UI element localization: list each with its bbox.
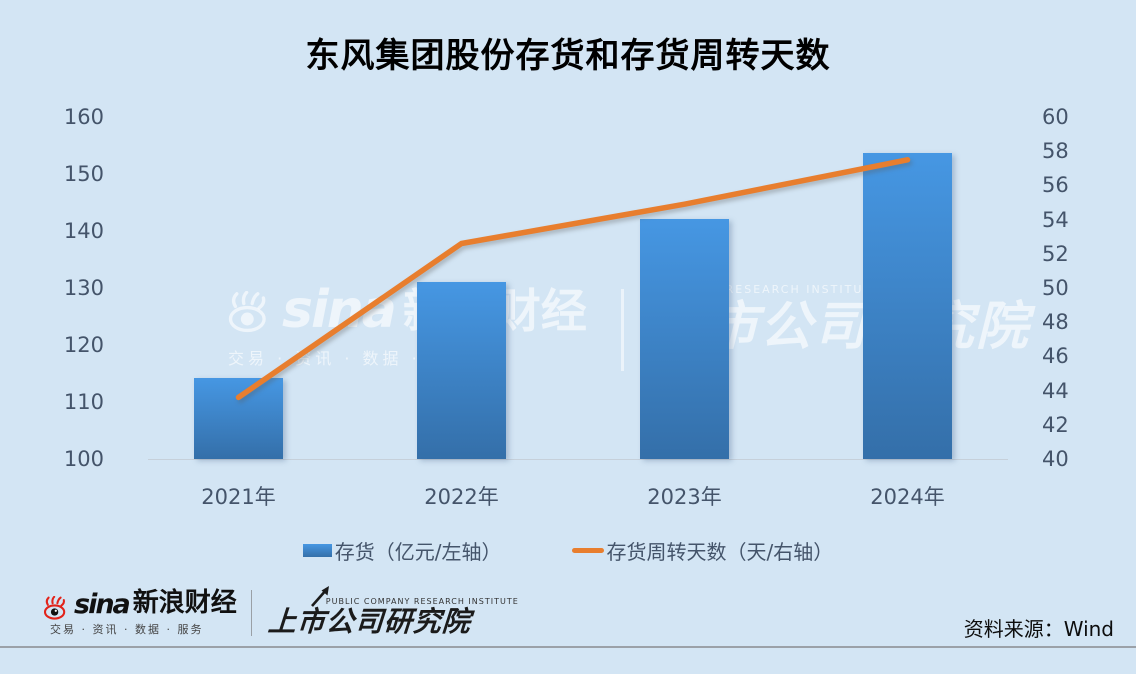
inventory-bar-2022年 <box>417 282 506 459</box>
sina-finance-logo: sina 新浪财经 交易 · 资讯 · 数据 · 服务 <box>34 588 237 637</box>
sina-wordmark: sina <box>74 589 131 620</box>
right-axis-tick: 60 <box>1042 105 1069 129</box>
watermark-sina-text: sina <box>282 280 397 340</box>
right-axis-tick: 44 <box>1042 378 1069 403</box>
left-axis-tick: 110 <box>63 390 104 414</box>
sina-tagline: 交易 · 资讯 · 数据 · 服务 <box>50 623 204 636</box>
x-axis-label-2022年: 2022年 <box>424 485 499 509</box>
institute-en-text: PUBLIC COMPANY RESEARCH INSTITUTE <box>325 597 519 606</box>
inventory-bar-2024年 <box>863 153 952 459</box>
right-axis-tick: 40 <box>1042 447 1069 471</box>
bar-legend-label: 存货（亿元/左轴） <box>334 540 502 564</box>
right-axis-tick: 54 <box>1042 207 1069 232</box>
arrow-icon <box>308 584 334 614</box>
footer-vertical-divider <box>250 590 252 636</box>
legend-item-turnover: 存货周转天数（天/右轴） <box>571 536 834 565</box>
inventory-bar-2021年 <box>194 378 283 459</box>
institute-logo: PUBLIC COMPANY RESEARCH INSTITUTE 上市公司研究… <box>266 586 519 638</box>
sina-finance-text: 新浪财经 <box>132 588 237 618</box>
footer-divider-line <box>0 646 1136 648</box>
left-axis-tick: 120 <box>63 333 104 357</box>
right-axis-tick: 50 <box>1042 276 1069 300</box>
chart-title: 东风集团股份存货和存货周转天数 <box>305 36 831 76</box>
right-axis-tick: 58 <box>1042 139 1069 164</box>
left-axis-tick: 160 <box>63 105 104 129</box>
x-axis-label-2024年: 2024年 <box>870 485 945 509</box>
x-axis-baseline <box>148 459 1008 460</box>
sina-eye-watermark-icon <box>222 290 274 337</box>
x-axis-label-2023年: 2023年 <box>647 485 722 509</box>
line-legend-label: 存货周转天数（天/右轴） <box>606 540 834 564</box>
left-axis-tick: 140 <box>63 219 104 243</box>
legend: 存货（亿元/左轴） 存货周转天数（天/右轴） <box>0 536 1136 565</box>
footer-branding: sina 新浪财经 交易 · 资讯 · 数据 · 服务 PUBLIC COMPA… <box>34 586 519 638</box>
bar-legend-swatch <box>302 544 332 557</box>
left-axis-tick: 130 <box>63 276 104 300</box>
watermark-tagline: 交易 · 资讯 · 数据 · 服务 <box>228 349 470 368</box>
right-axis-tick: 42 <box>1042 412 1069 437</box>
right-axis-tick: 56 <box>1042 173 1069 198</box>
legend-item-inventory: 存货（亿元/左轴） <box>302 536 502 565</box>
right-axis-tick: 46 <box>1042 344 1069 369</box>
institute-text: 上市公司研究院 <box>266 605 473 638</box>
right-axis-tick: 52 <box>1042 241 1069 266</box>
left-axis-tick: 100 <box>63 447 104 471</box>
watermark-divider <box>620 289 624 371</box>
inventory-bar-2023年 <box>640 219 729 459</box>
left-axis-tick: 150 <box>63 162 104 186</box>
right-axis-tick: 48 <box>1042 310 1069 335</box>
line-legend-swatch <box>571 548 604 553</box>
sina-eye-icon <box>40 595 70 624</box>
data-source-label: 资料来源：Wind <box>963 617 1114 641</box>
x-axis-label-2021年: 2021年 <box>201 485 276 509</box>
